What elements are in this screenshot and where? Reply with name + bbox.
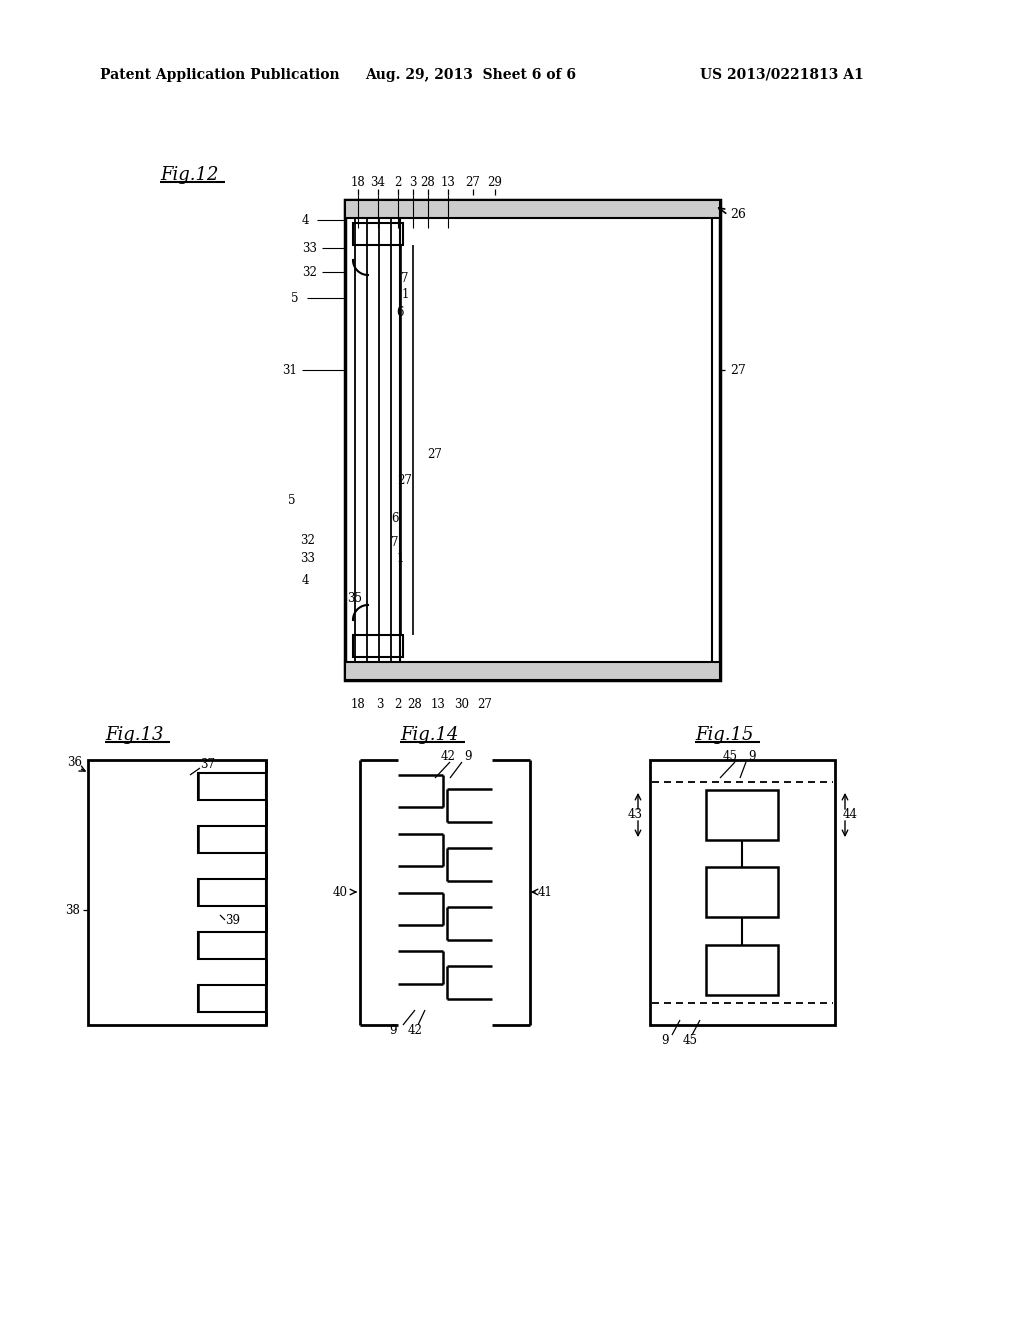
Bar: [198, 879, 266, 906]
Text: 5: 5: [288, 494, 296, 507]
Text: 13: 13: [440, 176, 456, 189]
Bar: [198, 774, 266, 800]
Bar: [345, 201, 720, 218]
Text: 27: 27: [466, 176, 480, 189]
Text: 42: 42: [408, 1023, 423, 1036]
Text: 36: 36: [68, 756, 83, 770]
Text: 32: 32: [302, 265, 317, 279]
Text: 13: 13: [430, 698, 445, 711]
Text: 3: 3: [376, 698, 384, 711]
Text: US 2013/0221813 A1: US 2013/0221813 A1: [700, 69, 864, 82]
Text: 4: 4: [301, 573, 309, 586]
Bar: [198, 826, 266, 853]
Text: 27: 27: [397, 474, 413, 487]
Bar: [345, 663, 720, 680]
Text: 43: 43: [628, 808, 642, 821]
Bar: [198, 932, 266, 958]
Text: 9: 9: [662, 1034, 669, 1047]
Text: 27: 27: [428, 449, 442, 462]
Text: Fig.12: Fig.12: [160, 166, 218, 183]
Text: 9: 9: [749, 751, 756, 763]
Text: 35: 35: [347, 591, 362, 605]
Text: 30: 30: [455, 698, 469, 711]
Bar: [198, 985, 266, 1011]
Text: 39: 39: [225, 913, 241, 927]
Text: Fig.15: Fig.15: [695, 726, 754, 744]
Text: 7: 7: [401, 272, 409, 285]
Text: Fig.14: Fig.14: [400, 726, 459, 744]
Text: 18: 18: [350, 698, 366, 711]
Bar: [706, 789, 778, 840]
Text: 45: 45: [723, 751, 737, 763]
Text: 40: 40: [333, 886, 347, 899]
Text: 1: 1: [401, 289, 409, 301]
Text: 45: 45: [683, 1034, 697, 1047]
Text: 6: 6: [396, 305, 403, 318]
Text: Patent Application Publication: Patent Application Publication: [100, 69, 340, 82]
Text: 27: 27: [477, 698, 493, 711]
Bar: [706, 945, 778, 995]
Bar: [345, 201, 720, 680]
Text: 42: 42: [440, 751, 456, 763]
Text: 9: 9: [464, 751, 472, 763]
Bar: [650, 760, 835, 1026]
Text: 31: 31: [283, 363, 297, 376]
Bar: [706, 867, 778, 917]
Text: 4: 4: [301, 214, 309, 227]
Text: 38: 38: [66, 903, 81, 916]
Text: 7: 7: [391, 536, 398, 549]
Text: 2: 2: [394, 176, 401, 189]
Text: 33: 33: [300, 552, 315, 565]
Text: 27: 27: [730, 363, 745, 376]
Text: 5: 5: [291, 292, 299, 305]
Bar: [353, 223, 403, 246]
Text: 28: 28: [421, 176, 435, 189]
Text: 3: 3: [410, 176, 417, 189]
Text: 1: 1: [396, 552, 403, 565]
Text: Aug. 29, 2013  Sheet 6 of 6: Aug. 29, 2013 Sheet 6 of 6: [365, 69, 575, 82]
Text: 34: 34: [371, 176, 385, 189]
Text: 44: 44: [843, 808, 857, 821]
Bar: [353, 635, 403, 657]
Bar: [400, 213, 712, 668]
Text: 32: 32: [301, 533, 315, 546]
Text: 41: 41: [538, 886, 552, 899]
Text: 18: 18: [350, 176, 366, 189]
Bar: [88, 760, 266, 1026]
Text: 29: 29: [487, 176, 503, 189]
Text: 37: 37: [201, 759, 215, 771]
Text: 6: 6: [391, 511, 398, 524]
Text: 26: 26: [730, 209, 745, 222]
Text: Fig.13: Fig.13: [105, 726, 164, 744]
Text: 2: 2: [394, 698, 401, 711]
Text: 9: 9: [389, 1023, 396, 1036]
Text: 33: 33: [302, 242, 317, 255]
Text: 28: 28: [408, 698, 422, 711]
